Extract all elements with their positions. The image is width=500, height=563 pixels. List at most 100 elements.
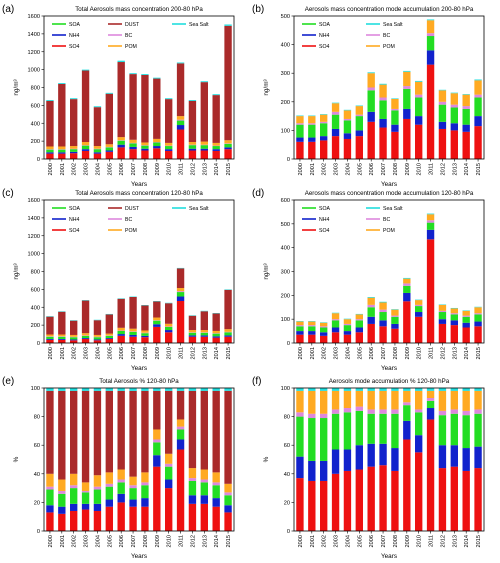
panel-label: (c) [2,188,14,199]
bar-pom-2012 [438,90,447,102]
bar-sea-salt-2008 [391,98,399,99]
bar-pom-2008 [141,330,149,333]
bar-soa-2002 [70,337,78,340]
y-tick-label: 300 [281,270,290,276]
y-tick-label: 0 [37,529,40,535]
bar-nh4-2013 [200,335,208,337]
bar-bc-2010 [415,409,423,413]
x-tick-label: 2003 [334,535,340,547]
bar-nh4-2002 [320,136,328,141]
bar-nh4-2012 [438,319,447,324]
bar-dust-2006 [117,390,125,470]
y-axis-label: ng/m³ [13,79,20,95]
bar-so4-2004 [93,510,102,531]
bar-bc-2001 [308,413,316,419]
bar-soa-2008 [141,485,149,499]
bar-sea-salt-2007 [379,388,387,391]
bar-so4-2003 [331,136,340,159]
y-tick-label: 500 [281,222,290,228]
bar-soa-2001 [58,493,66,507]
bar-bc-2002 [320,121,328,124]
y-tick-label: 400 [281,246,290,252]
bar-nh4-2014 [212,149,220,151]
bar-soa-2011 [176,429,185,440]
bar-bc-2003 [331,319,340,321]
bar-sea-salt-2011 [176,388,185,391]
bar-so4-2013 [450,325,458,343]
bar-pom-2003 [81,333,90,336]
legend: SOA DUST Sea Salt NH4 BC SO4 POM [52,206,209,234]
bar-pom-2010 [165,323,173,327]
bar-nh4-2007 [379,118,387,128]
bar-sea-salt-2002 [320,114,328,115]
x-tick-label: 2015 [226,535,232,547]
bar-dust-2001 [58,390,66,480]
bar-sea-salt-2007 [379,301,387,303]
plot-frame [293,15,485,160]
plot-frame [293,387,485,532]
bar-dust-2003 [81,70,90,143]
bar-nh4-2014 [212,336,220,338]
bar-nh4-2015 [224,147,232,150]
bar-dust-2014 [212,95,220,143]
bar-pom-2010 [415,390,423,410]
legend-label-so4: SO4 [319,228,329,234]
bar-dust-2015 [224,25,232,141]
bar-nh4-2006 [367,443,375,467]
bar-nh4-2012 [438,121,447,129]
legend-label-bc: BC [383,33,390,39]
bar-sea-salt-2004 [93,388,102,391]
bar-soa-2011 [426,36,435,51]
bar-soa-2008 [391,110,399,125]
bar-pom-2015 [474,80,482,95]
x-tick-label: 2014 [214,347,220,359]
bar-pom-2002 [70,334,78,337]
bar-bc-2013 [450,409,458,414]
bar-so4-2008 [141,150,149,159]
x-axis-label: Years [131,181,147,188]
bar-bc-2012 [438,101,447,105]
bar-nh4-2002 [320,332,328,336]
bar-nh4-2001 [308,137,316,142]
bar-soa-2014 [212,146,220,150]
bar-dust-2001 [58,311,66,335]
bar-pom-2002 [320,322,328,327]
y-tick-label: 600 [281,198,290,204]
bar-soa-2013 [200,145,208,149]
x-tick-label: 2010 [417,347,423,359]
bar-dust-2000 [46,316,54,335]
bar-nh4-2008 [391,124,399,132]
bar-so4-2005 [355,469,363,531]
bar-bc-2005 [355,114,363,117]
y-tick-label: 80 [284,415,290,421]
bar-dust-2011 [176,268,185,289]
bar-pom-2009 [403,278,411,284]
bar-dust-2007 [129,296,137,329]
bar-nh4-2009 [153,324,161,327]
bar-soa-2011 [426,222,435,230]
bar-pom-2015 [474,390,482,410]
bar-dust-2011 [176,63,185,117]
bar-pom-2004 [343,319,352,324]
y-tick-label: 300 [281,71,290,77]
bar-bc-2001 [308,325,316,327]
legend-label-bc: BC [383,217,390,223]
bar-sea-salt-2009 [403,277,411,279]
bar-soa-2000 [46,336,54,339]
bar-bc-2011 [176,291,185,293]
bar-bc-2006 [367,409,375,414]
bar-sea-salt-2006 [117,60,125,63]
y-tick-label: 20 [284,500,290,506]
bar-pom-2006 [367,390,375,410]
bar-soa-2004 [93,489,102,504]
bar-pom-2014 [212,142,220,146]
x-tick-label: 2013 [452,535,458,547]
bar-bc-2003 [331,409,340,414]
bar-nh4-2013 [450,123,458,131]
bar-pom-2015 [224,329,232,332]
bar-soa-2006 [117,330,125,335]
bar-soa-2001 [308,124,316,138]
bar-pom-2002 [320,114,328,122]
bar-pom-2000 [46,334,54,337]
